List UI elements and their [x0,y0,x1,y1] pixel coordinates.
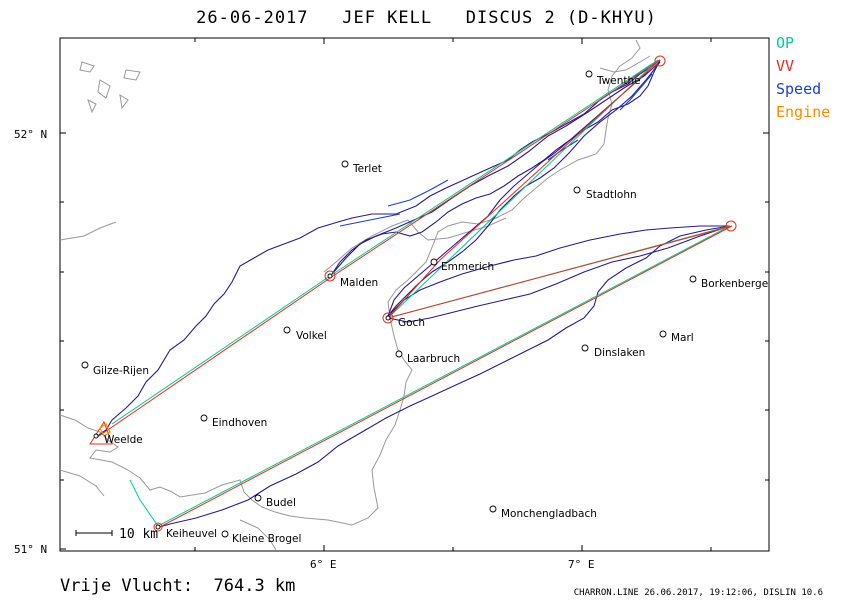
meta-label: CHARRON.LINE 26.06.2017, 19:12:06, DISLI… [573,588,823,598]
place-label-goch: Goch [398,317,425,329]
place-label-emmerich: Emmerich [441,261,494,273]
legend-speed: Speed [776,80,822,98]
place-label-stadtlohn: Stadtlohn [586,189,637,201]
place-label-terlet: Terlet [352,163,382,175]
place-label-budel: Budel [266,497,296,509]
flight-track [95,59,731,529]
place-label-laarbruch: Laarbruch [407,353,460,365]
legend-vv: VV [776,57,795,75]
lon-label-7: 7° E [568,558,595,571]
vv-line [89,59,733,529]
country-borders [59,39,651,551]
place-label-eindhoven: Eindhoven [212,417,267,429]
place-label-kleine-brogel: Kleine Brogel [232,533,301,545]
place-label-marl: Marl [671,332,694,344]
op-line [111,59,731,527]
page-title: 26-06-2017 JEF KELL DISCUS 2 (D-KHYU) [196,8,657,28]
lon-label-6: 6° E [310,558,337,571]
distance-label: Vrije Vlucht: 764.3 km [60,576,296,596]
place-labels: Twenthe Terlet Stadtlohn Emmerich Malden… [93,75,768,545]
place-label-dinslaken: Dinslaken [594,347,645,359]
place-markers [81,70,697,538]
place-label-monchengladbach: Monchengladbach [501,508,597,520]
scale-bar-label: 10 km [119,527,158,542]
place-label-weelde: Weelde [104,434,143,446]
lat-label-52: 52° N [14,128,48,141]
lat-label-51: 51° N [14,543,48,556]
map-frame [59,37,770,552]
place-label-keiheuvel: Keiheuvel [166,528,217,540]
scale-bar [75,530,113,536]
engine-marker [99,423,111,437]
place-label-borkenberge: Borkenberge [701,278,768,290]
place-label-volkel: Volkel [296,330,327,342]
place-label-malden: Malden [340,277,378,289]
place-label-gilze-rijen: Gilze-Rijen [93,365,149,377]
legend-engine: Engine [776,103,831,121]
place-label-twenthe: Twenthe [596,75,641,87]
axis-ticks [60,38,769,551]
legend-op: OP [776,34,795,52]
turnpoint-markers [153,55,737,532]
